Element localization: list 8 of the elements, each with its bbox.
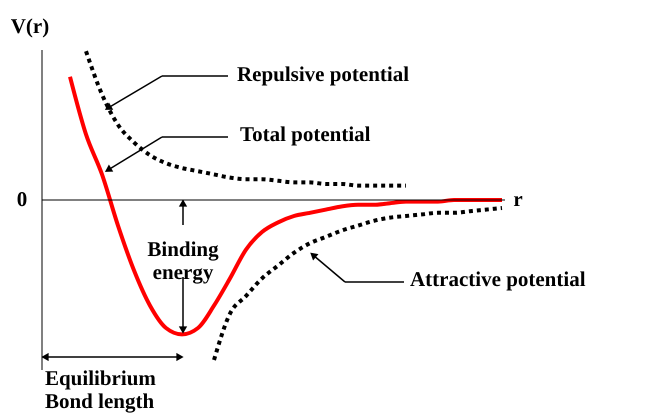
- annotation: Repulsive potential: [237, 62, 410, 86]
- ref-line-label: 0: [16, 187, 28, 211]
- text: Equilibrium Bond length: [45, 366, 156, 413]
- annotation: Binding energy: [147, 237, 220, 284]
- x-axis-title: r: [513, 187, 523, 211]
- annotation: Total potential: [240, 122, 371, 146]
- y-axis-title: V(r): [10, 14, 50, 38]
- annotation: Attractive potential: [410, 267, 586, 291]
